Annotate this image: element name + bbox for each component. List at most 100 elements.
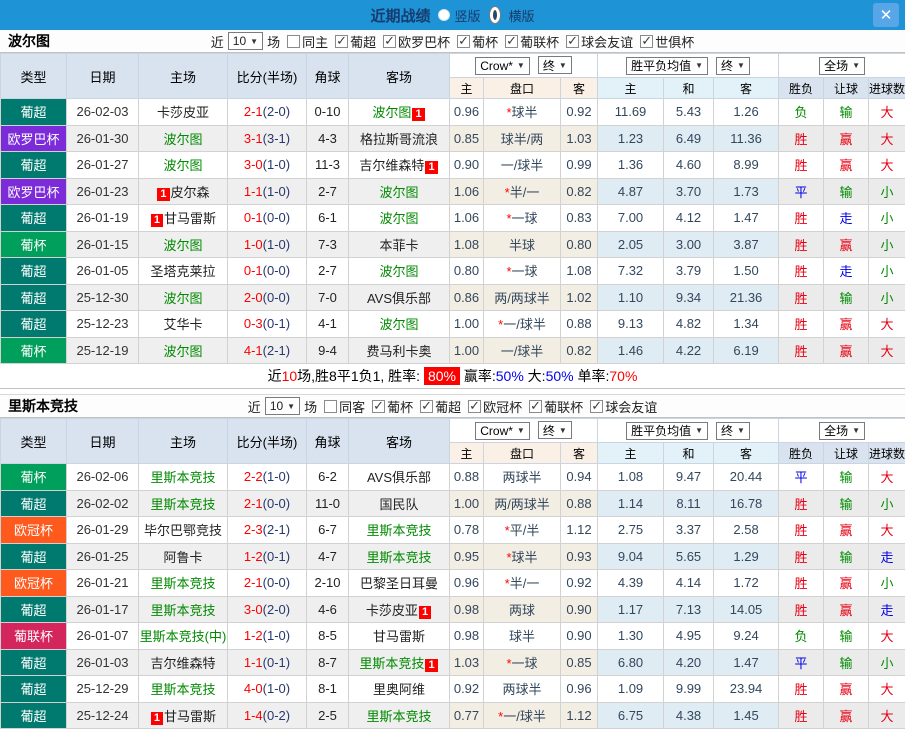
league-filter-checkbox[interactable] xyxy=(372,398,386,414)
handicap-result-cell: 输 xyxy=(823,648,870,676)
draw-odds-cell: 5.65 xyxy=(663,542,715,570)
league-filter-checkbox[interactable] xyxy=(529,398,543,414)
handicap-label: 半/一 xyxy=(509,184,540,200)
score-cell: 3-0(2-0) xyxy=(227,595,307,623)
handicap-result-cell: 赢 xyxy=(823,595,870,623)
league-filter-checkbox[interactable] xyxy=(590,398,604,414)
league-filter-checkbox[interactable] xyxy=(420,398,434,414)
odds-company-select[interactable]: Crow* xyxy=(475,421,530,440)
match-row: 葡杯 25-12-19 波尔图 4-1(2-1) 9-4 费马利卡奥 1.00 一/球半 0.8… xyxy=(0,336,905,364)
fulltime-score: 4-1 xyxy=(243,342,263,358)
sub-column-header: 盘口 xyxy=(483,442,561,464)
final-wdl-select[interactable]: 终 xyxy=(716,56,750,75)
team-cell: 甘马雷斯 xyxy=(348,622,450,650)
win-odds-cell: 1.14 xyxy=(597,489,665,517)
draw-odds-cell: 4.38 xyxy=(663,701,715,729)
team-cell: 吉尔维森特 1 xyxy=(348,151,450,179)
horizontal-layout-radio[interactable] xyxy=(488,6,501,24)
fulltime-score: 3-0 xyxy=(243,601,263,617)
sub-column-header: 和 xyxy=(663,442,715,464)
team-label: 皮尔森 xyxy=(170,184,210,200)
score-cell: 1-1(1-0) xyxy=(227,177,307,205)
wdl-average-select[interactable]: 胜平负均值 xyxy=(626,56,709,75)
league-filter-checkbox[interactable] xyxy=(383,33,397,49)
league-filter-checkbox[interactable] xyxy=(566,33,580,49)
summary-segment: 大: xyxy=(523,368,546,384)
corner-cell: 8-5 xyxy=(306,622,349,650)
final-wdl-select[interactable]: 终 xyxy=(716,421,750,440)
same-venue-checkbox[interactable] xyxy=(324,399,338,413)
match-count-select[interactable]: 10 xyxy=(264,397,301,415)
corner-cell: 2-7 xyxy=(306,177,349,205)
team-section: 波尔图近10场同主葡超欧罗巴杯葡杯葡联杯球会友谊世俱杯类型日期主场比分(半场)角… xyxy=(0,30,905,389)
goals-result-cell: 小 xyxy=(868,648,905,676)
same-venue-checkbox[interactable] xyxy=(287,34,301,48)
date-cell: 26-02-02 xyxy=(66,489,139,517)
league-filter-checkbox[interactable] xyxy=(335,33,349,49)
team-cell: 1 皮尔森 xyxy=(138,177,228,205)
team-label: 波尔图 xyxy=(379,184,419,200)
injury-badge: 1 xyxy=(425,161,438,175)
sub-column-header: 进球数 xyxy=(868,77,905,99)
wdl-result-cell: 胜 xyxy=(778,230,825,258)
away-odds-cell: 0.82 xyxy=(559,336,599,364)
league-cell: 葡杯 xyxy=(0,336,67,364)
close-icon[interactable]: ✕ xyxy=(873,3,899,27)
team-cell: 里奥阿维 xyxy=(348,675,450,703)
full-match-select[interactable]: 全场 xyxy=(819,56,866,75)
handicap-cell: *一球 xyxy=(483,204,561,232)
summary-bar: 近 10 场,胜8平1负1, 胜率: 80% 赢率: 50% 大: 50% 单率: 70% xyxy=(0,364,905,389)
corner-cell: 7-0 xyxy=(306,283,349,311)
away-odds-cell: 0.83 xyxy=(559,204,599,232)
corner-cell: 2-7 xyxy=(306,257,349,285)
goals-result-cell: 大 xyxy=(868,463,905,491)
fulltime-score: 0-1 xyxy=(243,263,263,279)
handicap-star: * xyxy=(506,264,512,280)
column-header: 角球 xyxy=(306,418,349,464)
handicap-label: 一/球半 xyxy=(500,343,544,359)
league-cell: 欧罗巴杯 xyxy=(0,177,67,205)
summary-segment: 80% xyxy=(423,367,460,385)
match-row: 葡超 26-01-19 1 甘马雷斯 0-1(0-0) 6-1 波尔图 1.06 *一球 0.83… xyxy=(0,204,905,232)
league-filter-label: 葡超 xyxy=(435,399,462,415)
win-odds-cell: 1.10 xyxy=(597,283,665,311)
match-row: 葡超 26-01-25 阿鲁卡 1-2(0-1) 4-7 里斯本竞技 0.95 *球半 0.93… xyxy=(0,542,905,570)
fulltime-score: 3-1 xyxy=(243,130,263,146)
league-filter-checkbox[interactable] xyxy=(468,398,482,414)
lose-odds-cell: 21.36 xyxy=(713,283,780,311)
lose-odds-cell: 2.58 xyxy=(713,516,780,544)
handicap-star: * xyxy=(506,655,512,671)
fulltime-score: 2-3 xyxy=(243,522,263,538)
score-cell: 2-3(2-1) xyxy=(227,516,307,544)
league-filter-checkbox[interactable] xyxy=(640,33,654,49)
away-odds-cell: 0.80 xyxy=(559,230,599,258)
match-count-select[interactable]: 10 xyxy=(227,32,264,50)
summary-segment: 50% xyxy=(495,368,524,384)
league-filter-label: 世俱杯 xyxy=(655,34,695,50)
full-match-select[interactable]: 全场 xyxy=(819,421,866,440)
handicap-label: 半球 xyxy=(508,237,535,253)
lose-odds-cell: 11.36 xyxy=(713,124,780,152)
corner-cell: 6-2 xyxy=(306,463,349,491)
draw-odds-cell: 4.14 xyxy=(663,569,715,597)
injury-badge: 1 xyxy=(412,108,425,122)
odds-company-select[interactable]: Crow* xyxy=(475,56,530,75)
final-odds-select[interactable]: 终 xyxy=(537,56,572,75)
lose-odds-cell: 1.47 xyxy=(713,204,780,232)
league-filter-checkbox[interactable] xyxy=(505,33,519,49)
league-filter-checkbox[interactable] xyxy=(457,33,471,49)
score-cell: 2-1(2-0) xyxy=(227,98,307,126)
vertical-layout-radio[interactable] xyxy=(438,9,451,21)
column-header: 客场 xyxy=(348,418,450,464)
corner-cell: 2-10 xyxy=(306,569,349,597)
dialog-title: 近期战绩 xyxy=(370,7,431,25)
final-odds-select[interactable]: 终 xyxy=(537,421,572,440)
full-match-group: 全场 xyxy=(778,53,905,78)
league-cell: 葡超 xyxy=(0,257,67,285)
wdl-average-select[interactable]: 胜平负均值 xyxy=(626,421,709,440)
layout-radio-group: 竖版 横版 xyxy=(438,6,535,25)
halftime-score: (0-1) xyxy=(262,316,291,332)
draw-odds-cell: 9.34 xyxy=(663,283,715,311)
lose-odds-cell: 1.72 xyxy=(713,569,780,597)
team-label: 里斯本竞技 xyxy=(150,470,216,486)
